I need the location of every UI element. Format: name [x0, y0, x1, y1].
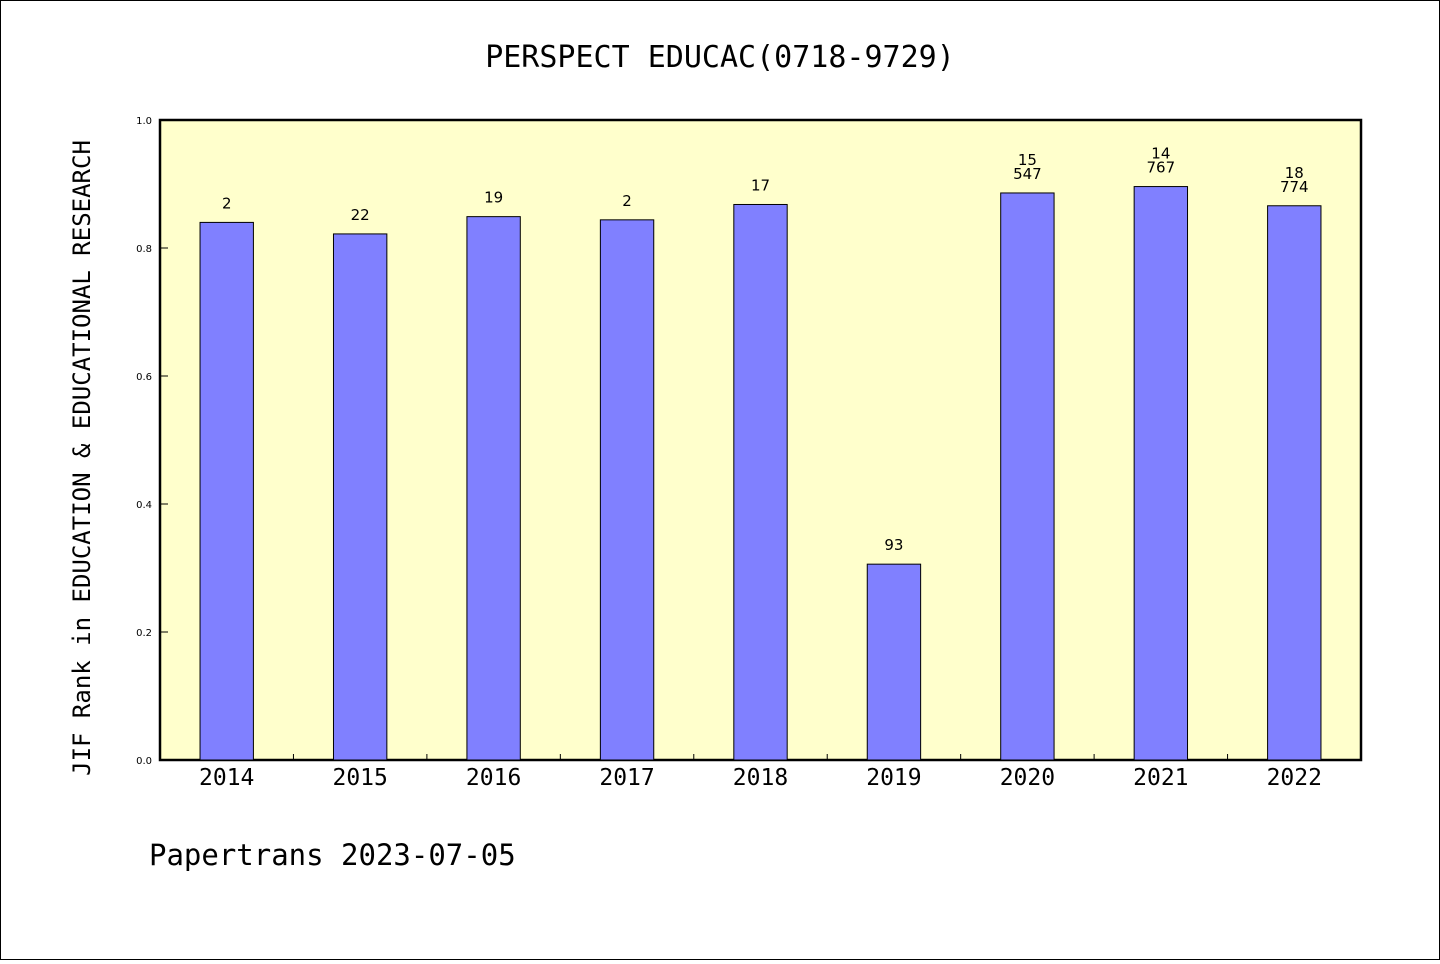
bar-2020	[1000, 192, 1055, 761]
y-tick-label: 0.2	[136, 628, 152, 639]
x-tick-label: 2016	[466, 765, 521, 791]
y-tick-label: 0.0	[136, 756, 152, 767]
bar-2021	[1133, 186, 1189, 761]
bar-2014	[199, 221, 254, 761]
data-label: 2	[222, 194, 232, 212]
data-label: 547	[1013, 165, 1042, 183]
y-axis-label: JIF Rank in EDUCATION & EDUCATIONAL RESE…	[68, 140, 96, 776]
data-label: 15	[1018, 151, 1037, 169]
data-label: 18	[1285, 164, 1304, 182]
y-axis-ticks: 0.0 0.2 0.4 0.6 0.8 1.0	[136, 116, 168, 767]
x-tick-label: 2019	[866, 765, 921, 791]
x-tick-label: 2020	[1000, 765, 1055, 791]
y-tick-label: 1.0	[136, 116, 152, 127]
data-label: 17	[751, 176, 770, 194]
bar-2018	[733, 203, 788, 761]
y-tick-label: 0.8	[136, 244, 152, 255]
data-label: 22	[351, 206, 370, 224]
bar-2017	[599, 219, 655, 761]
x-tick-label: 2021	[1133, 765, 1188, 791]
bar-2016	[466, 216, 521, 761]
footer-credit: Papertrans 2023-07-05	[149, 838, 516, 872]
data-label: 2	[622, 192, 632, 210]
data-label: 93	[884, 536, 903, 554]
data-label: 774	[1280, 178, 1309, 196]
x-axis-ticks: 2014 2015 2016 2017 2018 2019 2020 2021 2022	[199, 754, 1322, 791]
x-tick-label: 2018	[733, 765, 788, 791]
x-tick-label: 2015	[332, 765, 387, 791]
data-label: 14	[1151, 145, 1170, 163]
data-label: 19	[484, 189, 503, 207]
x-tick-label: 2017	[599, 765, 654, 791]
chart-title: PERSPECT EDUCAC(0718-9729)	[485, 40, 955, 75]
bar-2019	[866, 563, 922, 761]
x-tick-label: 2022	[1267, 765, 1322, 791]
y-tick-label: 0.4	[136, 500, 152, 511]
y-tick-label: 0.6	[136, 372, 152, 383]
bar-2022	[1267, 205, 1322, 761]
data-label: 767	[1147, 159, 1176, 177]
bars	[199, 186, 1322, 761]
x-tick-label: 2014	[199, 765, 254, 791]
bar-2015	[332, 233, 388, 761]
